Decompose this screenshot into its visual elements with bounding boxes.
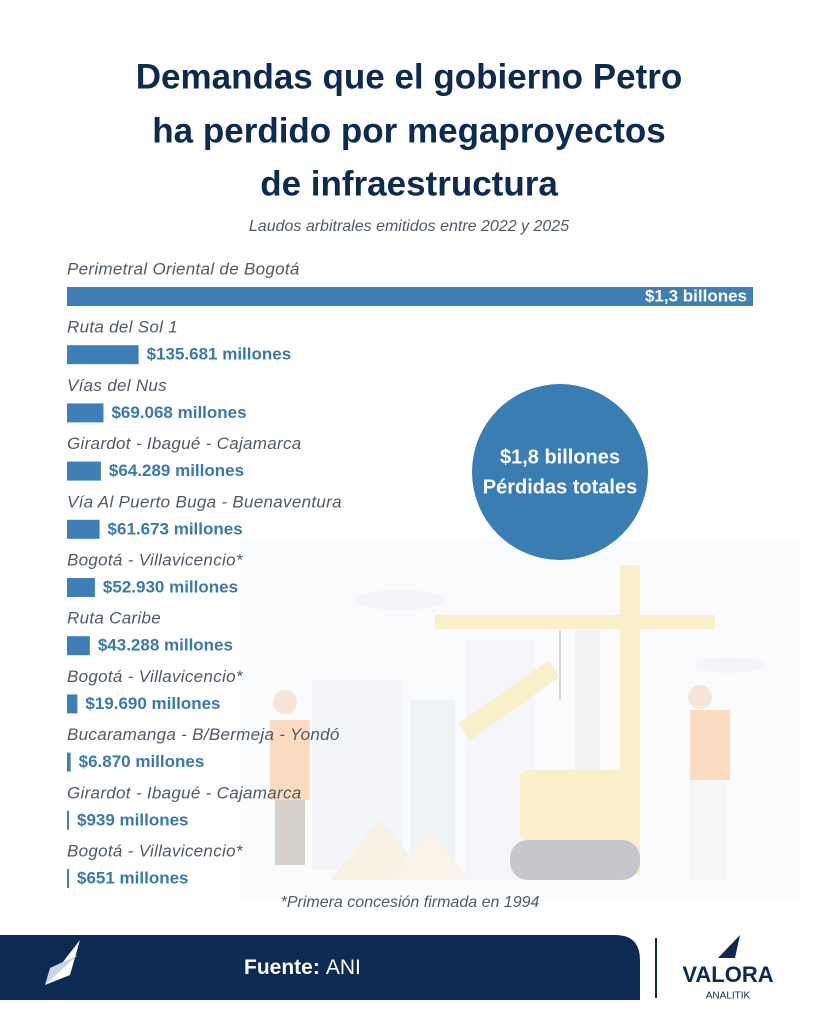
category-label: Bogotá - Villavicencio* xyxy=(67,841,244,860)
value-label: $61.673 millones xyxy=(108,519,243,538)
bar xyxy=(67,287,753,306)
value-label: $6.870 millones xyxy=(79,752,205,771)
chart-subtitle: Laudos arbitrales emitidos entre 2022 y … xyxy=(249,218,569,235)
chart-title: de infraestructura xyxy=(260,164,558,203)
category-label: Vías del Nus xyxy=(67,376,167,395)
source-value: ANI xyxy=(326,956,361,979)
brand-sub: ANALITIK xyxy=(706,991,751,1002)
brand: VALORA xyxy=(682,962,773,987)
category-label: Vía Al Puerto Buga - Buenaventura xyxy=(67,492,342,511)
footnote: *Primera concesión firmada en 1994 xyxy=(281,894,540,911)
annotation: Pérdidas totales xyxy=(483,476,638,498)
bar xyxy=(67,636,90,656)
category-label: Bucaramanga - B/Bermeja - Yondó xyxy=(67,725,340,744)
value-label: $19.690 millones xyxy=(85,694,220,713)
bar xyxy=(67,752,71,772)
bar xyxy=(67,403,104,423)
category-label: Bogotá - Villavicencio* xyxy=(67,667,244,686)
value-label: $1,3 billones xyxy=(645,286,747,305)
source-label: Fuente: xyxy=(244,956,320,979)
chart-title: ha perdido por megaproyectos xyxy=(152,111,665,150)
value-label: $135.681 millones xyxy=(147,345,292,364)
brand-logo xyxy=(718,935,740,958)
value-label: $69.068 millones xyxy=(111,403,246,422)
bar xyxy=(67,345,139,365)
value-label: $939 millones xyxy=(77,810,189,829)
bar xyxy=(67,461,101,481)
value-label: $43.288 millones xyxy=(98,636,233,655)
category-label: Ruta del Sol 1 xyxy=(67,318,178,337)
value-label: $651 millones xyxy=(77,868,189,887)
category-label: Girardot - Ibagué - Cajamarca xyxy=(67,783,302,802)
bar xyxy=(67,869,69,888)
annotation: $1,8 billones xyxy=(500,446,620,468)
bar xyxy=(67,810,69,830)
footer-band xyxy=(0,935,640,1000)
bar xyxy=(67,578,95,597)
category-label: Girardot - Ibagué - Cajamarca xyxy=(67,434,302,453)
total-circle xyxy=(472,384,648,560)
bar xyxy=(67,694,78,714)
chart-title: Demandas que el gobierno Petro xyxy=(136,57,683,96)
bar xyxy=(67,519,100,539)
footer-logo xyxy=(45,955,78,985)
value-label: $52.930 millones xyxy=(103,577,238,596)
category-label: Perimetral Oriental de Bogotá xyxy=(67,259,300,278)
category-label: Ruta Caribe xyxy=(67,609,161,628)
background-illustration xyxy=(240,540,800,900)
source: Fuente: ANI xyxy=(244,956,361,979)
category-label: Bogotá - Villavicencio* xyxy=(67,550,244,569)
value-label: $64.289 millones xyxy=(109,461,244,480)
